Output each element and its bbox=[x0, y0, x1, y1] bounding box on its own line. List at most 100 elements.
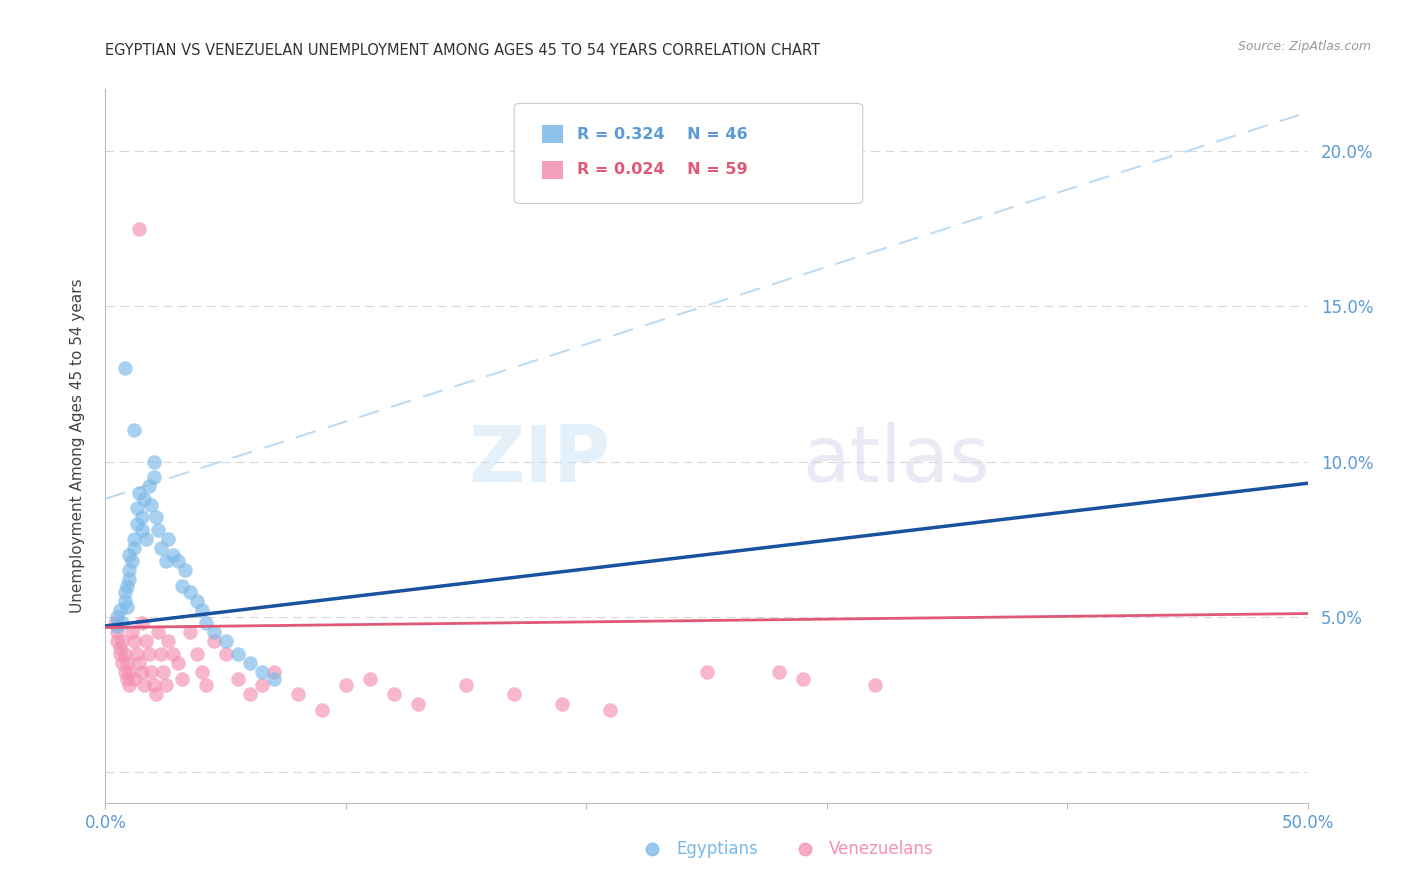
Point bbox=[121, 625, 143, 640]
Point bbox=[111, 615, 134, 630]
Point bbox=[111, 634, 134, 648]
Point bbox=[138, 479, 160, 493]
FancyBboxPatch shape bbox=[541, 125, 562, 143]
Point bbox=[179, 584, 201, 599]
Point bbox=[139, 498, 162, 512]
Point bbox=[696, 665, 718, 680]
Point bbox=[173, 563, 195, 577]
Point bbox=[166, 554, 188, 568]
Point bbox=[108, 603, 131, 617]
Point bbox=[107, 625, 129, 640]
Point bbox=[214, 647, 236, 661]
Point bbox=[114, 584, 136, 599]
Point bbox=[156, 634, 179, 648]
Point bbox=[131, 510, 153, 524]
Point bbox=[139, 665, 162, 680]
Point bbox=[599, 703, 621, 717]
Point bbox=[239, 656, 262, 670]
Point bbox=[263, 672, 285, 686]
Point bbox=[226, 672, 249, 686]
Point bbox=[114, 665, 136, 680]
Point bbox=[311, 703, 333, 717]
Point bbox=[128, 222, 150, 236]
Point bbox=[115, 579, 138, 593]
Point bbox=[503, 687, 526, 701]
Point bbox=[118, 573, 141, 587]
Point bbox=[172, 672, 194, 686]
Point bbox=[124, 634, 146, 648]
Point bbox=[359, 672, 381, 686]
Point bbox=[149, 647, 172, 661]
Text: atlas: atlas bbox=[803, 422, 990, 499]
Point bbox=[179, 625, 201, 640]
Point bbox=[166, 656, 188, 670]
Point bbox=[768, 665, 790, 680]
Point bbox=[863, 678, 886, 692]
Text: Source: ZipAtlas.com: Source: ZipAtlas.com bbox=[1237, 40, 1371, 54]
Point bbox=[202, 625, 225, 640]
Point bbox=[128, 656, 150, 670]
Text: R = 0.024    N = 59: R = 0.024 N = 59 bbox=[578, 162, 748, 178]
Point bbox=[145, 687, 167, 701]
Point bbox=[125, 516, 148, 531]
Point bbox=[132, 491, 155, 506]
Point bbox=[142, 454, 165, 468]
Point bbox=[162, 647, 184, 661]
Point bbox=[195, 678, 218, 692]
Point bbox=[124, 672, 146, 686]
Point bbox=[406, 697, 429, 711]
Point bbox=[195, 615, 218, 630]
Point bbox=[111, 656, 134, 670]
Text: EGYPTIAN VS VENEZUELAN UNEMPLOYMENT AMONG AGES 45 TO 54 YEARS CORRELATION CHART: EGYPTIAN VS VENEZUELAN UNEMPLOYMENT AMON… bbox=[105, 43, 821, 58]
Point bbox=[114, 361, 136, 376]
Point bbox=[148, 625, 170, 640]
Point bbox=[131, 615, 153, 630]
Point bbox=[190, 603, 212, 617]
Text: Venezuelans: Venezuelans bbox=[830, 840, 934, 858]
Point bbox=[107, 609, 129, 624]
Point bbox=[124, 532, 146, 546]
Point bbox=[250, 678, 273, 692]
Y-axis label: Unemployment Among Ages 45 to 54 years: Unemployment Among Ages 45 to 54 years bbox=[70, 278, 84, 614]
Point bbox=[115, 600, 138, 615]
Point bbox=[108, 640, 131, 655]
Point bbox=[118, 665, 141, 680]
Point bbox=[142, 678, 165, 692]
Point bbox=[335, 678, 357, 692]
Point bbox=[214, 634, 236, 648]
Point bbox=[135, 532, 157, 546]
Point bbox=[114, 647, 136, 661]
Text: Egyptians: Egyptians bbox=[676, 840, 758, 858]
Point bbox=[382, 687, 405, 701]
Point bbox=[226, 647, 249, 661]
Point bbox=[148, 523, 170, 537]
Point bbox=[107, 619, 129, 633]
Point bbox=[142, 470, 165, 484]
Point bbox=[135, 634, 157, 648]
Point bbox=[152, 665, 174, 680]
Point bbox=[155, 678, 177, 692]
FancyBboxPatch shape bbox=[515, 103, 863, 203]
Text: ZIP: ZIP bbox=[468, 422, 610, 499]
Point bbox=[239, 687, 262, 701]
Point bbox=[454, 678, 477, 692]
Point bbox=[149, 541, 172, 556]
Point bbox=[186, 594, 208, 608]
Point bbox=[124, 424, 146, 438]
Point bbox=[145, 510, 167, 524]
Point bbox=[125, 501, 148, 516]
Point bbox=[115, 656, 138, 670]
Text: R = 0.324    N = 46: R = 0.324 N = 46 bbox=[578, 127, 748, 142]
Point bbox=[263, 665, 285, 680]
Point bbox=[250, 665, 273, 680]
Point bbox=[551, 697, 574, 711]
Point bbox=[172, 579, 194, 593]
Point bbox=[124, 541, 146, 556]
FancyBboxPatch shape bbox=[541, 161, 562, 178]
Point bbox=[118, 563, 141, 577]
Point bbox=[155, 554, 177, 568]
Point bbox=[132, 678, 155, 692]
Point bbox=[108, 647, 131, 661]
Point bbox=[792, 672, 814, 686]
Point bbox=[114, 594, 136, 608]
